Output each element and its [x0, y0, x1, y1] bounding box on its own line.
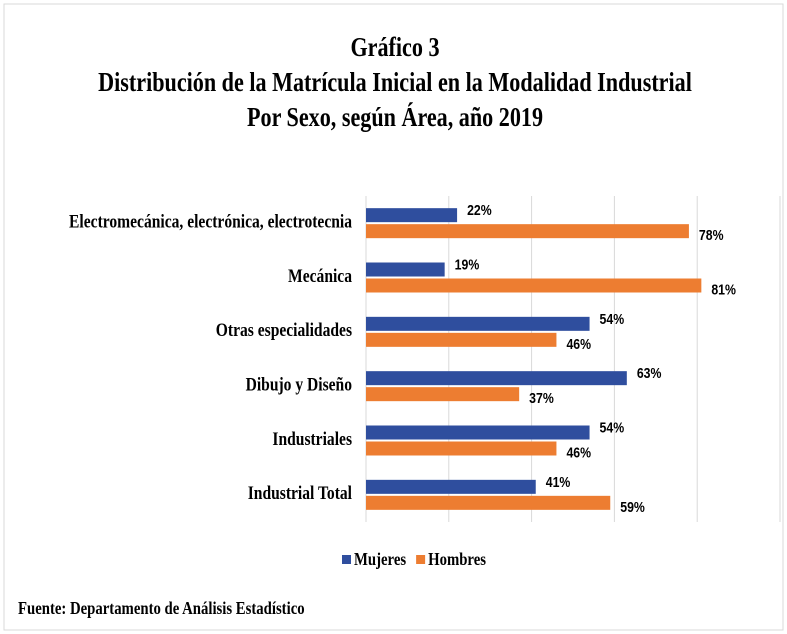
y-tick-label: Industriales — [272, 428, 352, 449]
data-label: 41% — [546, 474, 571, 490]
bar — [366, 208, 458, 223]
data-label: 54% — [600, 419, 625, 435]
chart-title: Por Sexo, según Área, año 2019 — [247, 102, 543, 133]
y-tick-label: Otras especialidades — [216, 320, 352, 341]
bar — [366, 332, 557, 347]
data-label: 59% — [620, 499, 645, 515]
legend-label: Hombres — [428, 549, 486, 570]
y-tick-label: Dibujo y Diseño — [246, 374, 353, 395]
bar — [366, 224, 689, 239]
legend-swatch — [342, 555, 351, 564]
y-tick-label: Electromecánica, electrónica, electrotec… — [69, 211, 352, 232]
y-tick-label: Industrial Total — [248, 483, 352, 504]
bar — [366, 387, 520, 402]
bar — [366, 441, 557, 456]
bar — [366, 495, 611, 510]
data-label: 19% — [455, 256, 480, 272]
data-label: 22% — [467, 202, 492, 218]
data-label: 63% — [637, 365, 662, 381]
y-tick-label: Mecánica — [288, 265, 352, 286]
chart-title: Gráfico 3 — [350, 33, 439, 63]
bar — [366, 316, 590, 331]
bar — [366, 371, 627, 386]
data-label: 81% — [711, 281, 736, 297]
bar — [366, 262, 445, 277]
chart-title: Distribución de la Matrícula Inicial en … — [98, 68, 692, 98]
data-label: 46% — [566, 336, 591, 352]
source-note: Fuente: Departamento de Análisis Estadís… — [18, 598, 305, 619]
legend-label: Mujeres — [354, 549, 406, 570]
bar — [366, 278, 702, 293]
bar — [366, 479, 536, 494]
bar — [366, 425, 590, 440]
data-label: 78% — [699, 227, 724, 243]
legend-swatch — [416, 555, 426, 564]
data-label: 46% — [566, 444, 591, 460]
data-label: 37% — [529, 390, 554, 406]
data-label: 54% — [600, 311, 625, 327]
